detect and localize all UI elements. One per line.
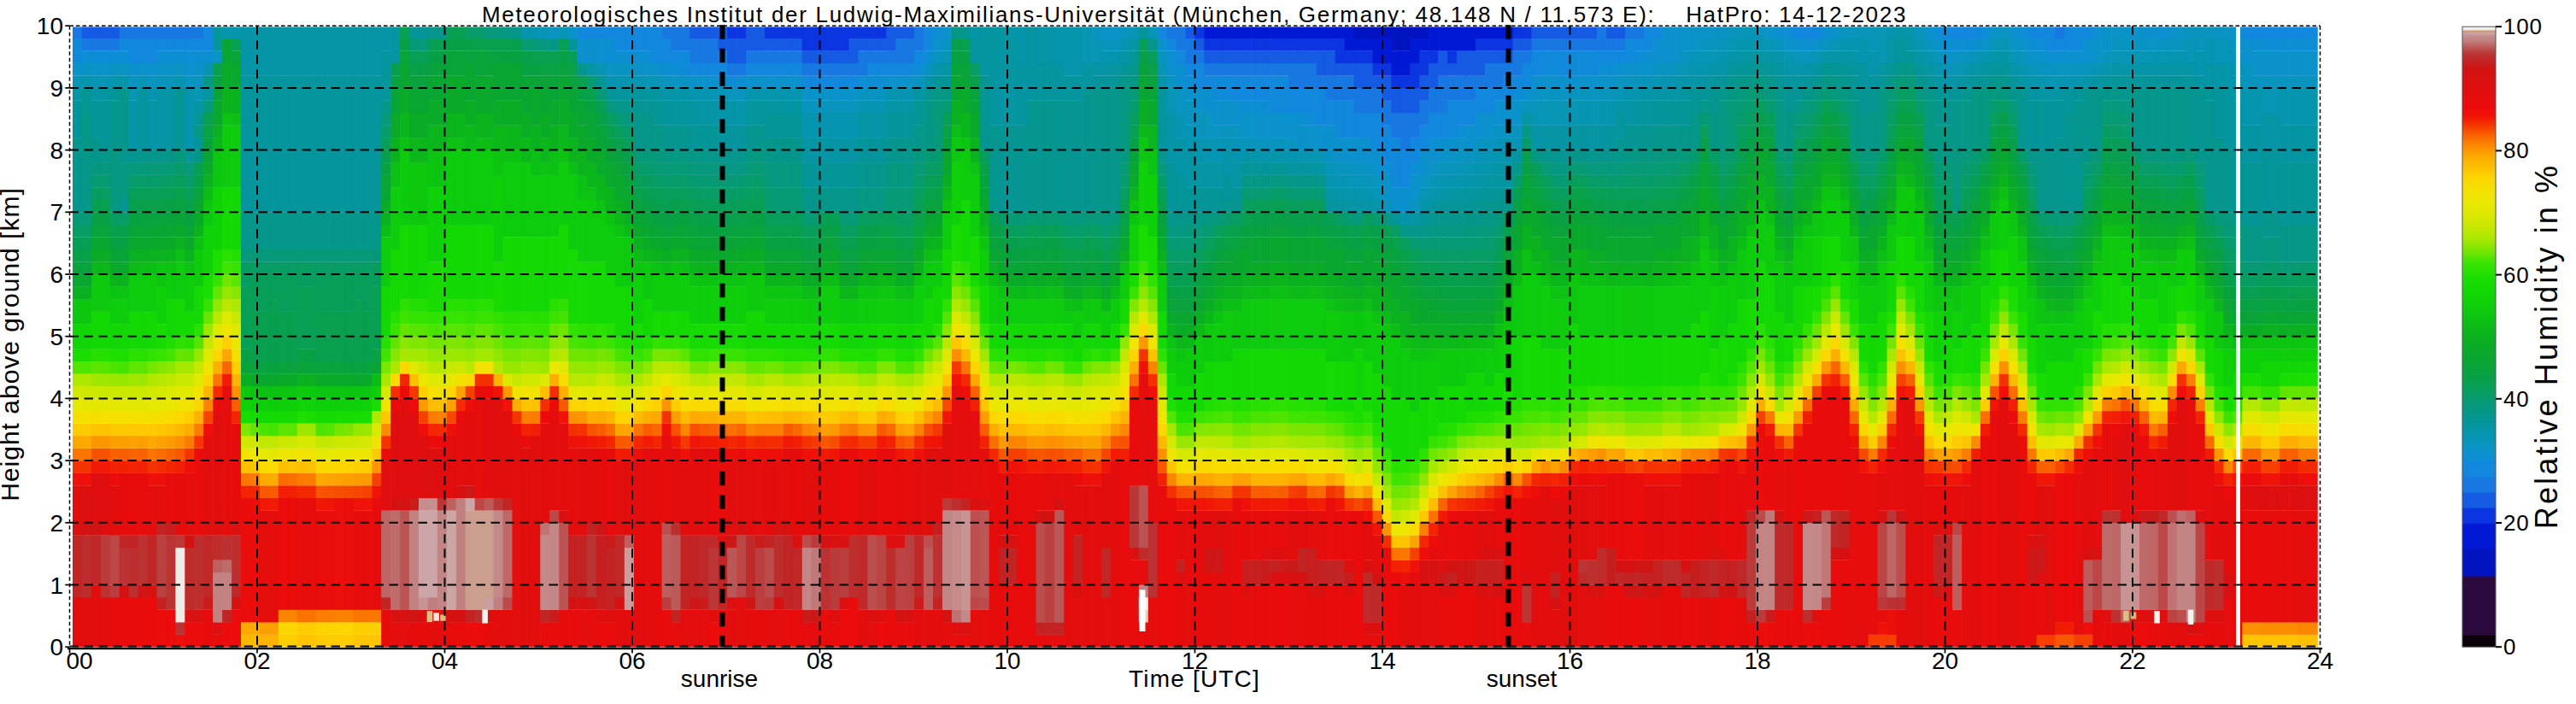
svg-text:20: 20 [2503,510,2530,536]
svg-text:5: 5 [50,324,63,350]
svg-text:04: 04 [431,648,458,674]
svg-text:Time [UTC]: Time [UTC] [1129,666,1260,692]
svg-text:9: 9 [50,75,63,102]
svg-text:02: 02 [244,648,270,674]
svg-text:00: 00 [66,648,92,674]
svg-text:Meteorologisches Institut der: Meteorologisches Institut der Ludwig-Max… [482,2,1907,27]
svg-text:6: 6 [50,261,63,288]
svg-text:60: 60 [2503,262,2530,288]
svg-text:20: 20 [1932,648,1958,674]
svg-text:22: 22 [2119,648,2145,674]
svg-text:10: 10 [994,648,1020,674]
svg-text:100: 100 [2503,14,2543,39]
svg-text:8: 8 [50,138,63,164]
svg-text:40: 40 [2503,386,2530,412]
svg-text:sunrise: sunrise [681,666,758,692]
svg-text:Relative Humidity in %: Relative Humidity in % [2529,163,2564,529]
svg-text:4: 4 [50,385,63,412]
svg-text:06: 06 [619,648,645,674]
svg-text:0: 0 [2503,634,2516,660]
svg-text:80: 80 [2503,138,2530,163]
svg-text:2: 2 [50,510,63,537]
svg-text:14: 14 [1369,648,1395,674]
svg-text:Height above ground [km]: Height above ground [km] [0,187,24,502]
svg-text:08: 08 [807,648,833,674]
svg-text:1: 1 [50,572,63,599]
svg-text:24: 24 [2307,648,2333,674]
svg-text:16: 16 [1557,648,1583,674]
svg-text:sunset: sunset [1487,666,1558,692]
svg-text:10: 10 [37,13,63,39]
svg-text:18: 18 [1744,648,1770,674]
svg-text:3: 3 [50,448,63,474]
svg-text:0: 0 [50,634,63,660]
svg-text:7: 7 [50,199,63,226]
